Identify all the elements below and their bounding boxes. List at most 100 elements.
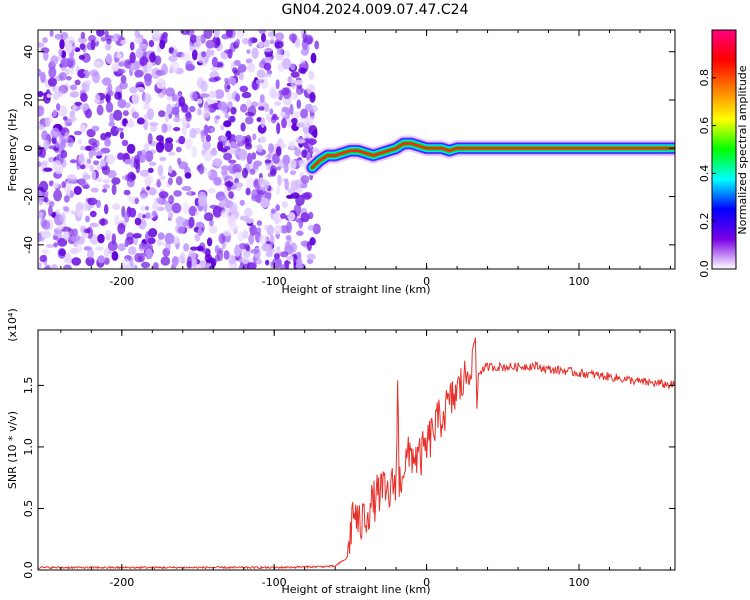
noise-blob xyxy=(96,177,103,182)
noise-blob xyxy=(185,138,193,150)
noise-blob xyxy=(104,138,111,147)
noise-blob xyxy=(180,30,190,36)
noise-blob xyxy=(143,102,150,110)
noise-blob xyxy=(50,127,60,139)
noise-blob xyxy=(129,51,136,64)
noise-blob xyxy=(308,70,315,81)
noise-blob xyxy=(196,35,202,43)
noise-blob xyxy=(244,218,254,224)
noise-blob xyxy=(227,48,233,59)
noise-blob xyxy=(65,68,70,76)
noise-blob xyxy=(248,233,255,245)
noise-blob xyxy=(229,202,238,214)
noise-blob xyxy=(250,249,260,254)
noise-blob xyxy=(69,91,80,98)
noise-blob xyxy=(167,177,173,186)
noise-blob xyxy=(156,206,165,212)
noise-blob xyxy=(183,243,190,252)
noise-blob xyxy=(259,94,265,103)
noise-blob xyxy=(121,139,129,147)
noise-blob xyxy=(138,243,147,249)
noise-blob xyxy=(223,120,232,128)
noise-blob xyxy=(133,37,143,45)
noise-blob xyxy=(270,208,276,214)
noise-blob xyxy=(134,69,144,78)
snr-xlabel: Height of straight line (km) xyxy=(281,583,430,596)
noise-blob xyxy=(117,223,126,235)
noise-blob xyxy=(152,262,159,269)
noise-blob xyxy=(135,48,143,59)
noise-blob xyxy=(256,220,263,226)
noise-blob xyxy=(83,183,91,190)
noise-blob xyxy=(53,242,58,248)
noise-blob xyxy=(274,101,281,106)
noise-blob xyxy=(181,186,192,191)
noise-blob xyxy=(208,90,217,99)
noise-blob xyxy=(173,117,181,123)
noise-blob xyxy=(134,197,139,205)
noise-blob xyxy=(65,36,76,45)
noise-blob xyxy=(124,211,130,223)
noise-blob xyxy=(194,233,201,242)
noise-blob xyxy=(269,234,275,246)
noise-blob xyxy=(205,258,214,264)
spectrogram-ytick-label: 20 xyxy=(22,93,35,107)
noise-blob xyxy=(117,61,125,67)
noise-blob xyxy=(105,101,114,113)
noise-blob xyxy=(53,189,62,202)
noise-blob xyxy=(132,111,139,119)
noise-blob xyxy=(233,172,242,179)
noise-blob xyxy=(229,224,239,231)
noise-blob xyxy=(189,44,195,52)
noise-blob xyxy=(224,81,231,93)
noise-blob xyxy=(74,101,82,106)
noise-blob xyxy=(38,211,44,218)
noise-blob xyxy=(147,167,154,173)
noise-blob xyxy=(93,160,100,166)
noise-blob xyxy=(196,98,203,104)
noise-blob xyxy=(54,33,64,40)
noise-blob xyxy=(38,42,45,48)
noise-blob xyxy=(303,122,309,128)
noise-blob xyxy=(290,79,297,90)
noise-blob xyxy=(259,136,267,143)
noise-blob xyxy=(230,141,236,149)
noise-blob xyxy=(134,217,142,226)
noise-blob xyxy=(104,257,110,265)
noise-blob xyxy=(223,229,232,237)
noise-blob xyxy=(279,111,286,117)
spectrogram-ytick-label: -40 xyxy=(22,236,35,254)
noise-blob xyxy=(133,236,138,246)
noise-blob xyxy=(302,32,307,43)
noise-blob xyxy=(45,264,51,269)
noise-blob xyxy=(164,140,174,153)
noise-blob xyxy=(246,262,257,269)
spectrogram-xtick-label: 100 xyxy=(568,275,589,288)
noise-blob xyxy=(290,180,299,191)
noise-blob xyxy=(79,145,87,151)
noise-blob xyxy=(43,167,53,172)
noise-blob xyxy=(93,93,101,104)
noise-blob xyxy=(288,140,296,150)
noise-blob xyxy=(80,92,88,103)
noise-blob xyxy=(180,252,185,262)
noise-blob xyxy=(203,212,214,222)
noise-blob xyxy=(270,165,277,175)
noise-blob xyxy=(111,251,119,261)
noise-blob xyxy=(52,109,57,118)
noise-blob xyxy=(215,115,221,120)
colorbar-ticks: 0.0 0.2 0.4 0.6 0.8 xyxy=(698,69,716,278)
noise-blob xyxy=(120,75,127,84)
noise-blob xyxy=(137,213,143,218)
noise-blob xyxy=(171,202,182,214)
noise-blob xyxy=(265,251,273,258)
noise-blob xyxy=(97,233,105,244)
noise-blob xyxy=(60,57,71,68)
noise-blob xyxy=(301,149,308,158)
snr-ytick-label: 1.5 xyxy=(22,377,35,395)
noise-blob xyxy=(276,122,281,135)
noise-blob xyxy=(66,174,77,182)
noise-blob xyxy=(72,228,78,237)
noise-blob xyxy=(211,56,218,68)
noise-blob xyxy=(104,247,110,258)
